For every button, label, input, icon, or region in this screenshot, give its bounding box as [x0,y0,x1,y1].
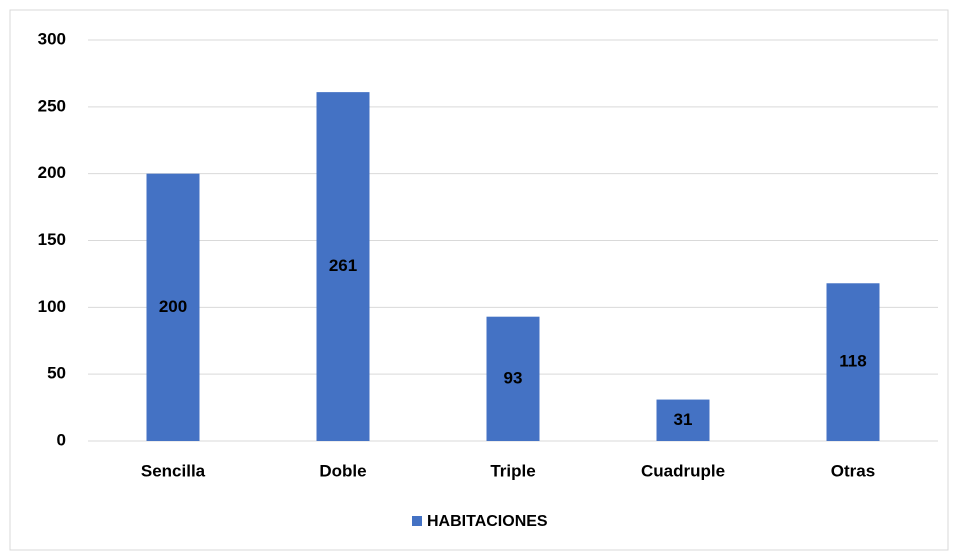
legend-swatch [412,516,422,526]
y-tick-label: 300 [38,29,66,48]
x-tick-label: Doble [319,461,366,480]
bar [486,316,540,441]
x-tick-label: Cuadruple [641,461,725,480]
y-tick-label: 50 [47,364,66,383]
data-label: 261 [329,256,357,275]
y-tick-label: 0 [57,430,66,449]
x-tick-label: Otras [831,461,875,480]
legend-label: HABITACIONES [427,513,548,530]
bar [656,399,710,441]
y-tick-label: 100 [38,297,66,316]
y-tick-label: 150 [38,230,66,249]
bar [826,283,880,441]
data-label: 200 [159,297,187,316]
bar [316,92,370,441]
bar [146,173,200,441]
y-tick-label: 200 [38,163,66,182]
data-label: 93 [504,368,523,387]
y-tick-label: 250 [38,96,66,115]
x-tick-label: Triple [490,461,535,480]
x-tick-label: Sencilla [141,461,206,480]
data-label: 118 [839,352,866,371]
data-label: 31 [674,410,693,429]
